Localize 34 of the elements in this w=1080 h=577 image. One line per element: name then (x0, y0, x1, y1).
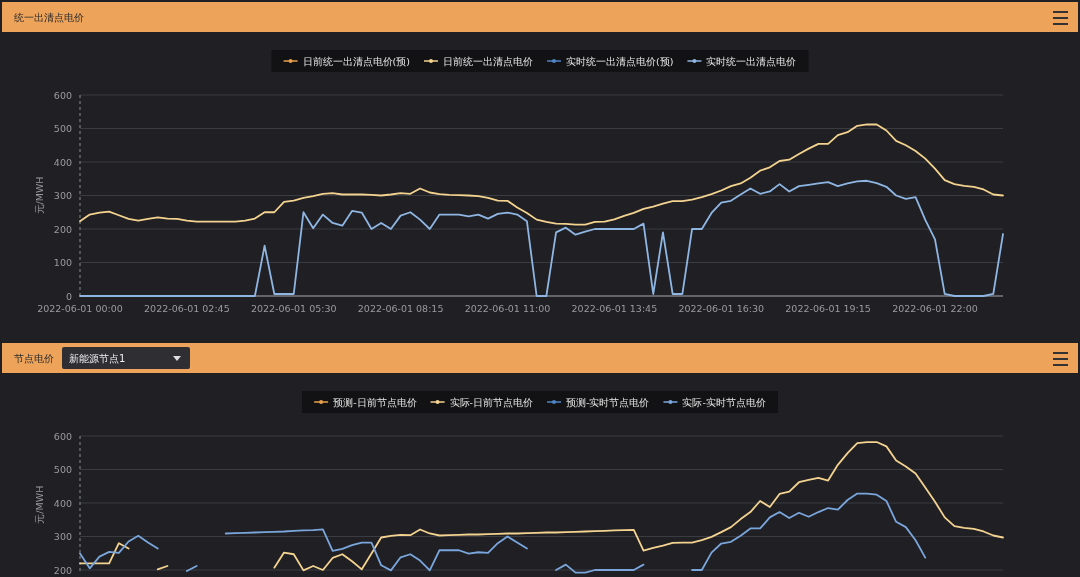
x-tick-label: 2022-06-01 16:30 (678, 303, 765, 314)
x-tick-label: 2022-06-01 00:00 (37, 303, 123, 314)
y-tick-label: 0 (65, 290, 72, 302)
y-tick-label: 400 (53, 497, 72, 509)
legend-label: 实际-日前节点电价 (449, 396, 533, 408)
x-tick-label: 2022-06-01 19:15 (785, 303, 871, 314)
x-tick-label: 2022-06-01 08:15 (357, 303, 444, 314)
chart-title: 节点电价 (14, 353, 54, 364)
y-tick-label: 300 (53, 190, 72, 201)
y-tick-label: 400 (53, 156, 72, 168)
y-tick-label: 500 (53, 123, 72, 134)
legend-label: 实际-实时节点电价 (682, 396, 766, 408)
y-tick-label: 200 (53, 564, 72, 576)
legend-label: 预测-实时节点电价 (566, 396, 650, 408)
y-tick-label: 200 (53, 223, 72, 235)
legend-label: 日前统一出清点电价(预) (302, 55, 410, 67)
legend-label: 实时统一出清点电价 (706, 55, 797, 67)
chart-title: 统一出清点电价 (14, 12, 84, 23)
x-tick-label: 2022-06-01 11:00 (464, 303, 551, 314)
legend-label: 实时统一出清点电价(预) (566, 55, 674, 67)
x-tick-label: 2022-06-01 22:00 (892, 303, 978, 314)
x-tick-label: 2022-06-01 05:30 (250, 303, 337, 314)
y-tick-label: 600 (53, 89, 72, 101)
y-tick-label: 100 (53, 257, 72, 268)
y-tick-label: 500 (53, 464, 72, 475)
y-tick-label: 300 (53, 531, 72, 542)
y-axis-title: 元/MWH (34, 176, 45, 215)
text: 新能源节点1 (69, 353, 126, 364)
x-tick-label: 2022-06-01 02:45 (144, 303, 230, 314)
y-axis-title: 元/MWH (34, 485, 45, 524)
x-tick-label: 2022-06-01 13:45 (571, 303, 658, 314)
legend-label: 日前统一出清点电价 (443, 55, 533, 67)
legend-label: 预测-日前节点电价 (333, 396, 417, 408)
y-tick-label: 600 (53, 430, 72, 442)
